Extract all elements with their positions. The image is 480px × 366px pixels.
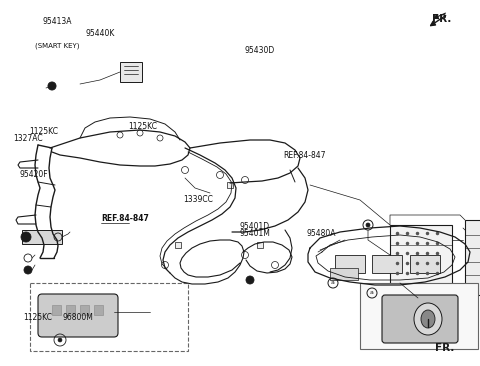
Text: 95420F: 95420F	[19, 171, 48, 179]
Text: 95440K: 95440K	[85, 29, 115, 38]
Text: REF.84-847: REF.84-847	[101, 214, 149, 223]
Ellipse shape	[421, 310, 435, 328]
Text: 1125KC: 1125KC	[23, 313, 52, 322]
Bar	[372, 255, 402, 273]
Bar	[80, 305, 89, 315]
Bar	[227, 182, 233, 188]
Bar	[52, 305, 61, 315]
Bar	[22, 230, 62, 244]
Text: FR.: FR.	[432, 14, 451, 24]
Circle shape	[366, 223, 370, 227]
Circle shape	[24, 266, 32, 274]
Ellipse shape	[414, 303, 442, 335]
Text: 96800M: 96800M	[62, 313, 93, 322]
Text: FR.: FR.	[435, 343, 454, 354]
Bar	[465, 220, 480, 295]
Circle shape	[21, 232, 31, 242]
Text: 95480A: 95480A	[306, 229, 336, 238]
Bar	[390, 225, 452, 290]
Text: 1339CC: 1339CC	[183, 195, 213, 204]
Bar	[335, 255, 365, 273]
Text: 95430D: 95430D	[245, 46, 275, 55]
Text: 1125KC: 1125KC	[29, 127, 58, 135]
Text: a: a	[370, 291, 374, 295]
Bar	[120, 62, 142, 82]
Bar	[360, 283, 478, 349]
Bar	[94, 305, 103, 315]
FancyBboxPatch shape	[382, 295, 458, 343]
Bar	[66, 305, 75, 315]
Bar	[30, 283, 188, 351]
Text: (SMART KEY): (SMART KEY)	[35, 43, 79, 49]
Bar	[410, 255, 440, 273]
Bar	[257, 242, 263, 248]
Circle shape	[48, 82, 56, 90]
Text: 95401D: 95401D	[239, 223, 269, 231]
Text: a: a	[331, 280, 335, 285]
FancyBboxPatch shape	[38, 294, 118, 337]
Text: REF.84-847: REF.84-847	[283, 151, 326, 160]
Text: 1327AC: 1327AC	[13, 134, 43, 143]
Circle shape	[58, 338, 62, 342]
Bar	[330, 268, 358, 280]
Text: 95401M: 95401M	[239, 229, 270, 238]
Circle shape	[246, 276, 254, 284]
Text: 95413A: 95413A	[42, 17, 72, 26]
Bar	[175, 242, 181, 248]
Text: 1125KC: 1125KC	[129, 122, 157, 131]
